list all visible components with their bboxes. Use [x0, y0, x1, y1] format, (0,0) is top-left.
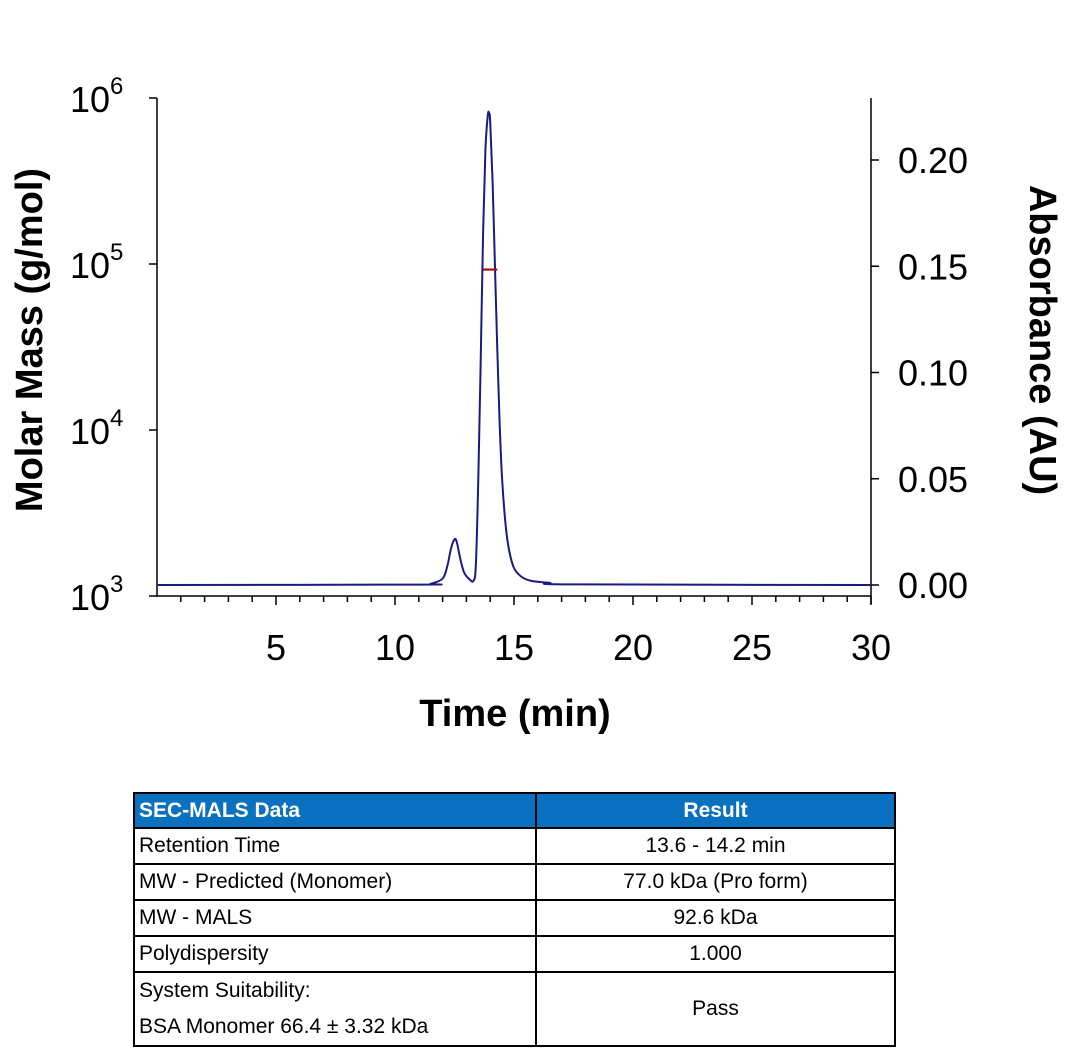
table-cell: MW - Predicted (Monomer) [133, 863, 537, 901]
sec-mals-chart: 5 10 15 20 25 30 103 104 105 106 0.00 0.05 0.10 0.15 0… [9, 73, 1063, 735]
x-tick-label: 30 [851, 627, 891, 668]
table-cell: System Suitability: BSA Monomer 66.4 ± 3… [133, 971, 537, 1047]
y-right-tick-label: 0.05 [898, 459, 968, 500]
absorbance-trace [156, 110, 872, 586]
y-right-tick-label: 0.00 [898, 565, 968, 606]
table-header: Result [535, 792, 896, 829]
table-header: SEC-MALS Data [133, 792, 537, 829]
x-tick-label: 10 [375, 627, 415, 668]
y-left-tick-label: 105 [70, 239, 123, 286]
table-row: Retention Time 13.6 - 14.2 min [133, 827, 896, 865]
y-left-tick-label: 106 [70, 73, 123, 120]
bsa-monomer-label: BSA Monomer 66.4 ± 3.32 kDa [139, 1015, 429, 1038]
sec-mals-table: SEC-MALS Data Result Retention Time 13.6 … [133, 792, 896, 1047]
x-axis-title: Time (min) [419, 693, 610, 735]
axes: 5 10 15 20 25 30 103 104 105 106 0.00 0.05 0.10 0.15 0… [70, 73, 968, 668]
x-tick-label: 15 [494, 627, 534, 668]
x-tick-label: 20 [613, 627, 653, 668]
y-right-tick-label: 0.20 [898, 140, 968, 181]
table-cell: 13.6 - 14.2 min [535, 827, 896, 865]
y-right-axis-title: Absorbance (AU) [1021, 185, 1063, 495]
table-row: MW - Predicted (Monomer) 77.0 kDa (Pro fo… [133, 863, 896, 901]
table-cell: Retention Time [133, 827, 537, 865]
plot-area [156, 110, 872, 586]
y-left-tick-label: 104 [70, 405, 123, 452]
y-left-axis-title: Molar Mass (g/mol) [9, 168, 51, 512]
table-cell: Pass [535, 971, 896, 1047]
x-tick-label: 25 [732, 627, 772, 668]
table-cell: MW - MALS [133, 899, 537, 937]
table-header-row: SEC-MALS Data Result [133, 792, 896, 829]
table-cell: 1.000 [535, 935, 896, 973]
table-cell: 92.6 kDa [535, 899, 896, 937]
y-left-tick-label: 103 [70, 571, 123, 618]
table-row: MW - MALS 92.6 kDa [133, 899, 896, 937]
x-tick-label: 5 [266, 627, 286, 668]
y-right-tick-label: 0.10 [898, 353, 968, 394]
y-right-tick-label: 0.15 [898, 246, 968, 287]
table-row: Polydispersity 1.000 [133, 935, 896, 973]
table-cell: 77.0 kDa (Pro form) [535, 863, 896, 901]
system-suitability-label: System Suitability: [139, 979, 311, 1002]
table-cell: Polydispersity [133, 935, 537, 973]
table-row: System Suitability: BSA Monomer 66.4 ± 3… [133, 971, 896, 1047]
